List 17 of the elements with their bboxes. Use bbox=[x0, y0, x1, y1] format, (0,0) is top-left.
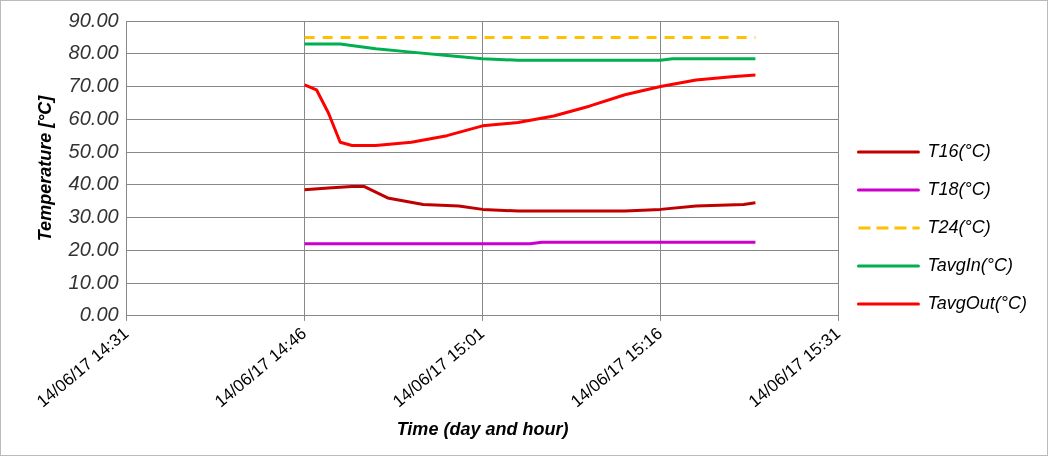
x-axis-title: Time (day and hour) bbox=[396, 419, 569, 440]
y-tick-label: 40.00 bbox=[68, 172, 119, 195]
legend-label: TavgOut(°C) bbox=[927, 293, 1027, 313]
y-tick-label: 50.00 bbox=[68, 139, 119, 162]
y-tick-label: 80.00 bbox=[68, 41, 119, 64]
y-tick-label: 10.00 bbox=[68, 270, 119, 293]
legend-label: T18(°C) bbox=[927, 179, 991, 199]
legend-label: T16(°C) bbox=[927, 141, 991, 161]
y-tick-label: 0.00 bbox=[79, 303, 119, 326]
y-tick-label: 60.00 bbox=[68, 106, 119, 129]
y-tick-label: 20.00 bbox=[67, 237, 119, 260]
y-tick-label: 70.00 bbox=[68, 74, 119, 97]
y-axis-title: Temperature [°C] bbox=[34, 94, 55, 242]
y-tick-label: 30.00 bbox=[68, 205, 119, 228]
y-tick-label: 90.00 bbox=[68, 8, 119, 31]
legend-label: TavgIn(°C) bbox=[927, 255, 1013, 275]
legend-label: T24(°C) bbox=[927, 217, 991, 237]
